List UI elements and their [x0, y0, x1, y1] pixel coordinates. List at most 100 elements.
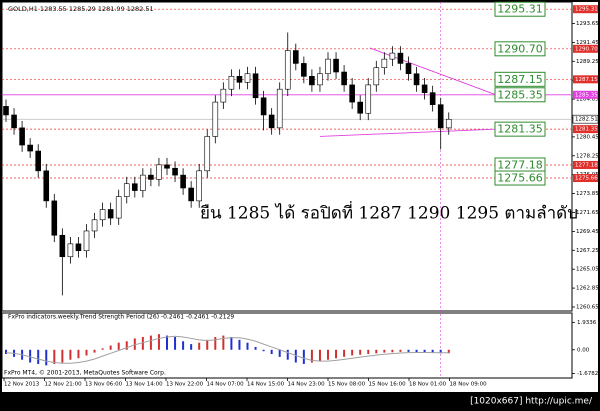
axis-tag-label: 1281.35 [575, 127, 598, 133]
y-tick-label: 1265.05 [576, 267, 599, 273]
candle-body [309, 76, 315, 86]
candle-body [301, 63, 307, 77]
candle-body [357, 101, 364, 114]
x-tick-label: 12 Nov 21:00 [45, 382, 83, 388]
axis-tag [573, 174, 598, 183]
candle-body [172, 167, 178, 176]
candle-body [389, 52, 396, 60]
level-box [494, 1, 546, 17]
candle-body [107, 209, 114, 219]
candle-body [83, 230, 90, 252]
level-box [494, 121, 546, 137]
chart-title: GOLD,H1 1283.55 1285.29 1281.99 1282.51 [8, 5, 154, 13]
x-tick-label: 14 Nov 15:00 [247, 382, 285, 388]
level-box [494, 87, 546, 103]
candle-body [445, 118, 452, 129]
level-label: 1281.35 [497, 123, 543, 136]
x-tick-label: 13 Nov 06:00 [85, 382, 123, 388]
x-tick-label: 18 Nov 09:00 [450, 382, 488, 388]
candle-body [276, 88, 283, 129]
candle-body [132, 183, 138, 191]
x-tick-label: 18 Nov 01:00 [409, 382, 447, 388]
candle-body [228, 76, 235, 90]
candle-body [405, 63, 412, 75]
x-tick-label: 13 Nov 22:00 [166, 382, 204, 388]
x-tick-label: 13 Nov 14:00 [126, 382, 164, 388]
candle-body [99, 209, 106, 221]
level-label: 1290.70 [497, 42, 543, 55]
y-tick-label: 1269.45 [576, 229, 599, 235]
candle-body [236, 76, 243, 83]
candle-body [429, 92, 436, 105]
x-tick-label: 14 Nov 23:00 [288, 382, 326, 388]
candle-body [260, 97, 267, 116]
level-label: 1295.31 [497, 3, 543, 16]
candle-body [252, 73, 259, 99]
candle-body [91, 219, 98, 232]
indicator-tick-label: -1.6782 [577, 371, 598, 377]
annotation: ยืน 1285 ได้ รอปิดที่ 1287 1290 1295 ตาม… [200, 201, 578, 224]
candle-body [75, 243, 82, 252]
y-tick-label: 1289.25 [576, 59, 599, 65]
candle-body [51, 200, 58, 236]
candle-body [381, 58, 388, 69]
indicator-tick-label: 1.9336 [577, 320, 597, 326]
candle-body [196, 170, 202, 202]
indicator-tick-label: 0.00 [577, 347, 590, 353]
y-tick-label: 1271.65 [576, 210, 599, 216]
axis-tag [573, 75, 598, 84]
x-tick-label: 15 Nov 16:00 [369, 382, 407, 388]
level-label: 1287.15 [497, 73, 543, 86]
axis-tag [573, 160, 598, 169]
y-tick-label: 1280.45 [576, 134, 599, 140]
indicator-title: FxPro indicators.weekly.Trend Strength P… [8, 314, 234, 321]
candle-body [437, 104, 444, 129]
main-panel [1, 1, 573, 312]
x-tick-label: 15 Nov 08:00 [328, 382, 366, 388]
axis-tag [573, 90, 598, 99]
level-label: 1275.66 [497, 172, 543, 185]
axis-tag [573, 44, 598, 53]
candle-body [317, 73, 323, 86]
trendline [319, 128, 495, 137]
candle-body [180, 174, 186, 189]
candle-body [413, 73, 420, 86]
candle-body [349, 84, 355, 103]
candle-body [59, 234, 66, 258]
level-box [494, 41, 546, 57]
candle-body [164, 164, 170, 169]
canvas [2, 2, 598, 392]
x-tick-label: 12 Nov 2013 [4, 382, 40, 388]
candle-body [212, 101, 219, 137]
indicator-signal [5, 335, 449, 364]
candle-body [123, 183, 130, 197]
candle-body [397, 52, 404, 64]
candle-body [220, 88, 227, 103]
candle-body [284, 50, 291, 90]
current-price-tag [572, 114, 599, 124]
candle-body [373, 67, 380, 86]
candle-body [421, 84, 428, 93]
axis-tag-label: 1275.66 [575, 176, 598, 182]
axis-tag-label: 1277.18 [575, 162, 598, 168]
axis-tag [573, 125, 598, 134]
candle-body [43, 170, 50, 202]
axis-tag [573, 5, 598, 14]
y-tick-label: 1262.85 [576, 286, 599, 292]
watermark: [1020x667] http://upic.me/ [470, 397, 593, 407]
candle-body [268, 114, 275, 129]
axis-tag-label: 1290.70 [575, 46, 598, 52]
candle-body [341, 71, 347, 86]
candle-body [115, 196, 122, 219]
y-tick-label: 1260.65 [576, 304, 599, 310]
candle-body [365, 84, 372, 114]
y-tick-label: 1291.45 [576, 40, 599, 46]
candle-body [325, 58, 331, 75]
y-tick-label: 1278.25 [576, 153, 599, 159]
candle-body [188, 187, 194, 202]
footer: FxPro MT4, © 2001-2013, MetaQuotes Softw… [4, 370, 166, 377]
indicator-panel [1, 312, 573, 379]
candle-body [156, 164, 162, 180]
axis-tag-label: 1285.35 [575, 92, 598, 98]
candle-body [148, 174, 154, 180]
